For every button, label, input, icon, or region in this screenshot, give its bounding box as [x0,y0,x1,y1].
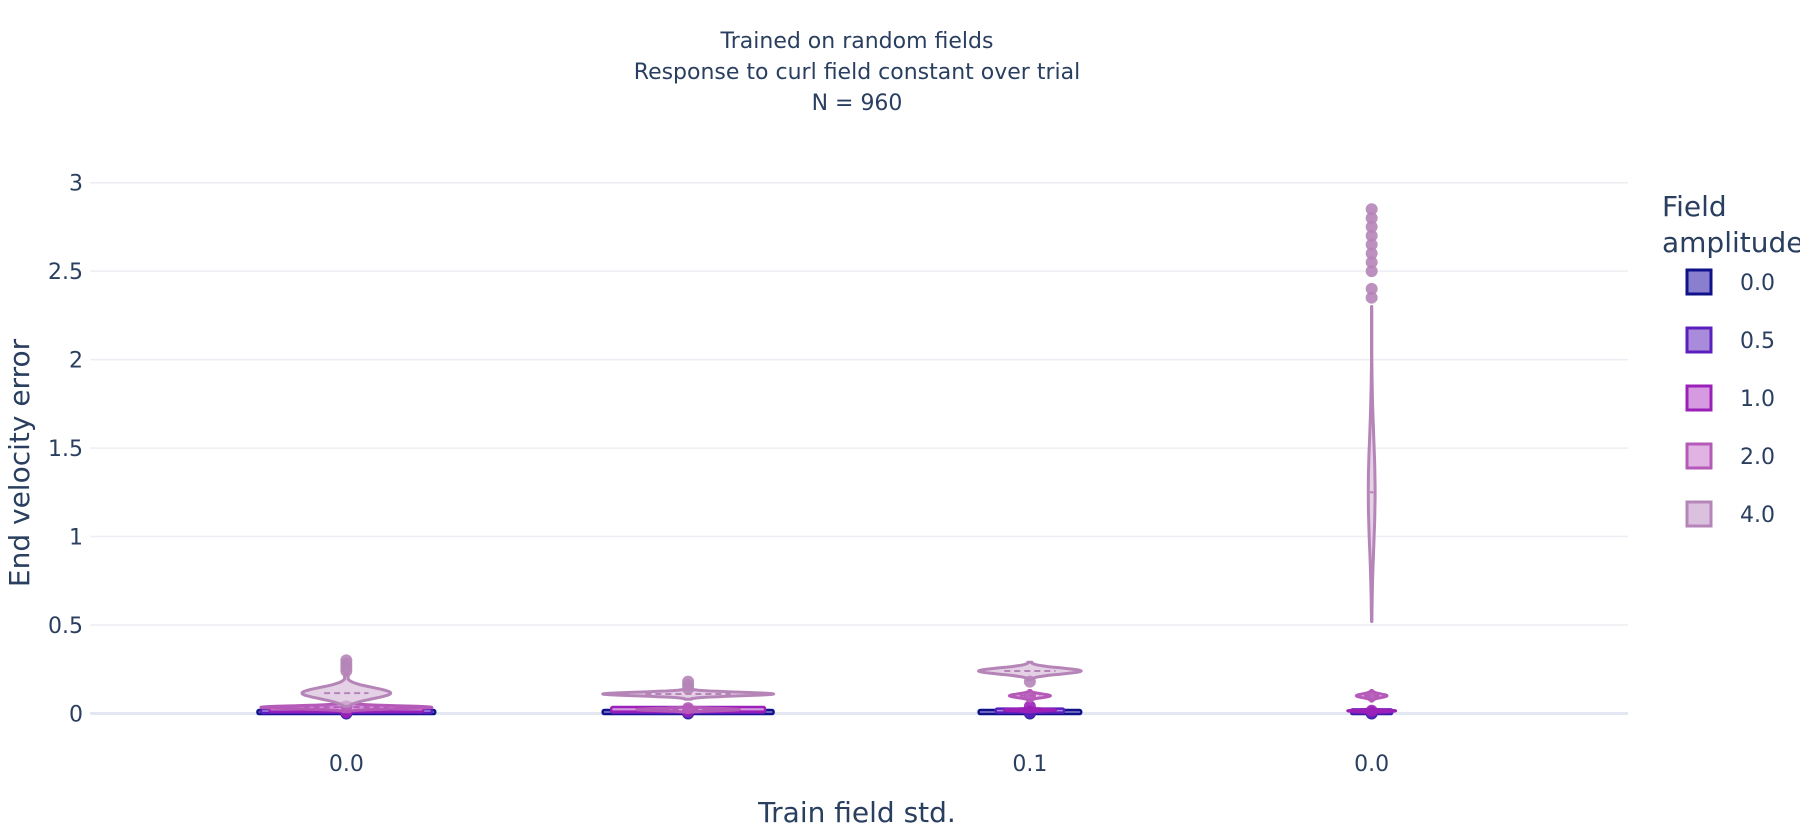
outlier-point [1023,675,1036,688]
legend-title-line-1: Field [1662,190,1727,223]
violins [256,203,1398,720]
y-tick-label: 1 [69,526,83,551]
legend-item[interactable]: 1.0 [1685,384,1775,412]
outlier-point [1365,704,1378,717]
legend-item[interactable]: 2.0 [1685,442,1775,470]
outlier-point [1365,212,1378,225]
outlier-point [1365,247,1378,260]
chart-title-line-1: Trained on random fields [720,29,994,54]
x-axis-title: Train field std. [757,796,956,829]
legend-item[interactable]: 0.0 [1685,268,1775,296]
y-tick-label: 2 [69,349,83,374]
outlier-point [1365,256,1378,269]
outlier-point [1365,229,1378,242]
x-tick-label: 0.1 [1012,752,1047,777]
legend-label: 2.0 [1740,445,1775,470]
legend-swatch [1685,500,1713,528]
legend-swatch [1685,384,1713,412]
outlier-point [340,654,353,667]
outlier-point [1365,203,1378,216]
outlier-point [1365,220,1378,233]
violin [300,673,393,708]
outlier-point [1023,700,1036,713]
y-tick-label: 0.5 [48,614,83,639]
legend-swatch [1685,442,1713,470]
series-1-0 [268,700,1398,719]
legend-title-line-2: amplitude [1662,226,1800,259]
outlier-point [682,675,695,688]
y-tick-label: 3 [69,172,83,197]
x-tick-labels: 0.0 0.1 0.0 [329,752,1389,777]
outlier-point [1365,265,1378,278]
chart-title-line-2: Response to curl field constant over tri… [634,60,1080,85]
chart-title-line-3: N = 960 [812,91,903,116]
x-tick-label: 0.0 [329,752,364,777]
outlier-point [1023,689,1036,702]
legend-label: 4.0 [1740,503,1775,528]
chart-title: Trained on random fields Response to cur… [634,29,1080,116]
outlier-point [1365,238,1378,251]
legend-label: 1.0 [1740,387,1775,412]
grid-lines [90,181,1628,715]
series-4-0 [300,203,1378,708]
outlier-point [1365,689,1378,702]
y-axis-title: End velocity error [3,338,36,587]
legend-swatch [1685,326,1713,354]
y-tick-labels: 0 0.5 1 1.5 2 2.5 3 [48,172,83,728]
legend-item[interactable]: 0.5 [1685,326,1775,354]
legend: Field amplitude 0.0 0.5 1.0 2.0 4.0 [1662,190,1800,528]
legend-label: 0.5 [1740,329,1775,354]
legend-item[interactable]: 4.0 [1685,500,1775,528]
x-tick-label: 0.0 [1354,752,1389,777]
outlier-point [1365,282,1378,295]
outlier-point [682,702,695,715]
violin [1366,305,1377,623]
outlier-point [1365,291,1378,304]
y-tick-label: 2.5 [48,260,83,285]
legend-label: 0.0 [1740,271,1775,296]
y-tick-label: 1.5 [48,437,83,462]
legend-swatch [1685,268,1713,296]
y-tick-label: 0 [69,702,83,727]
